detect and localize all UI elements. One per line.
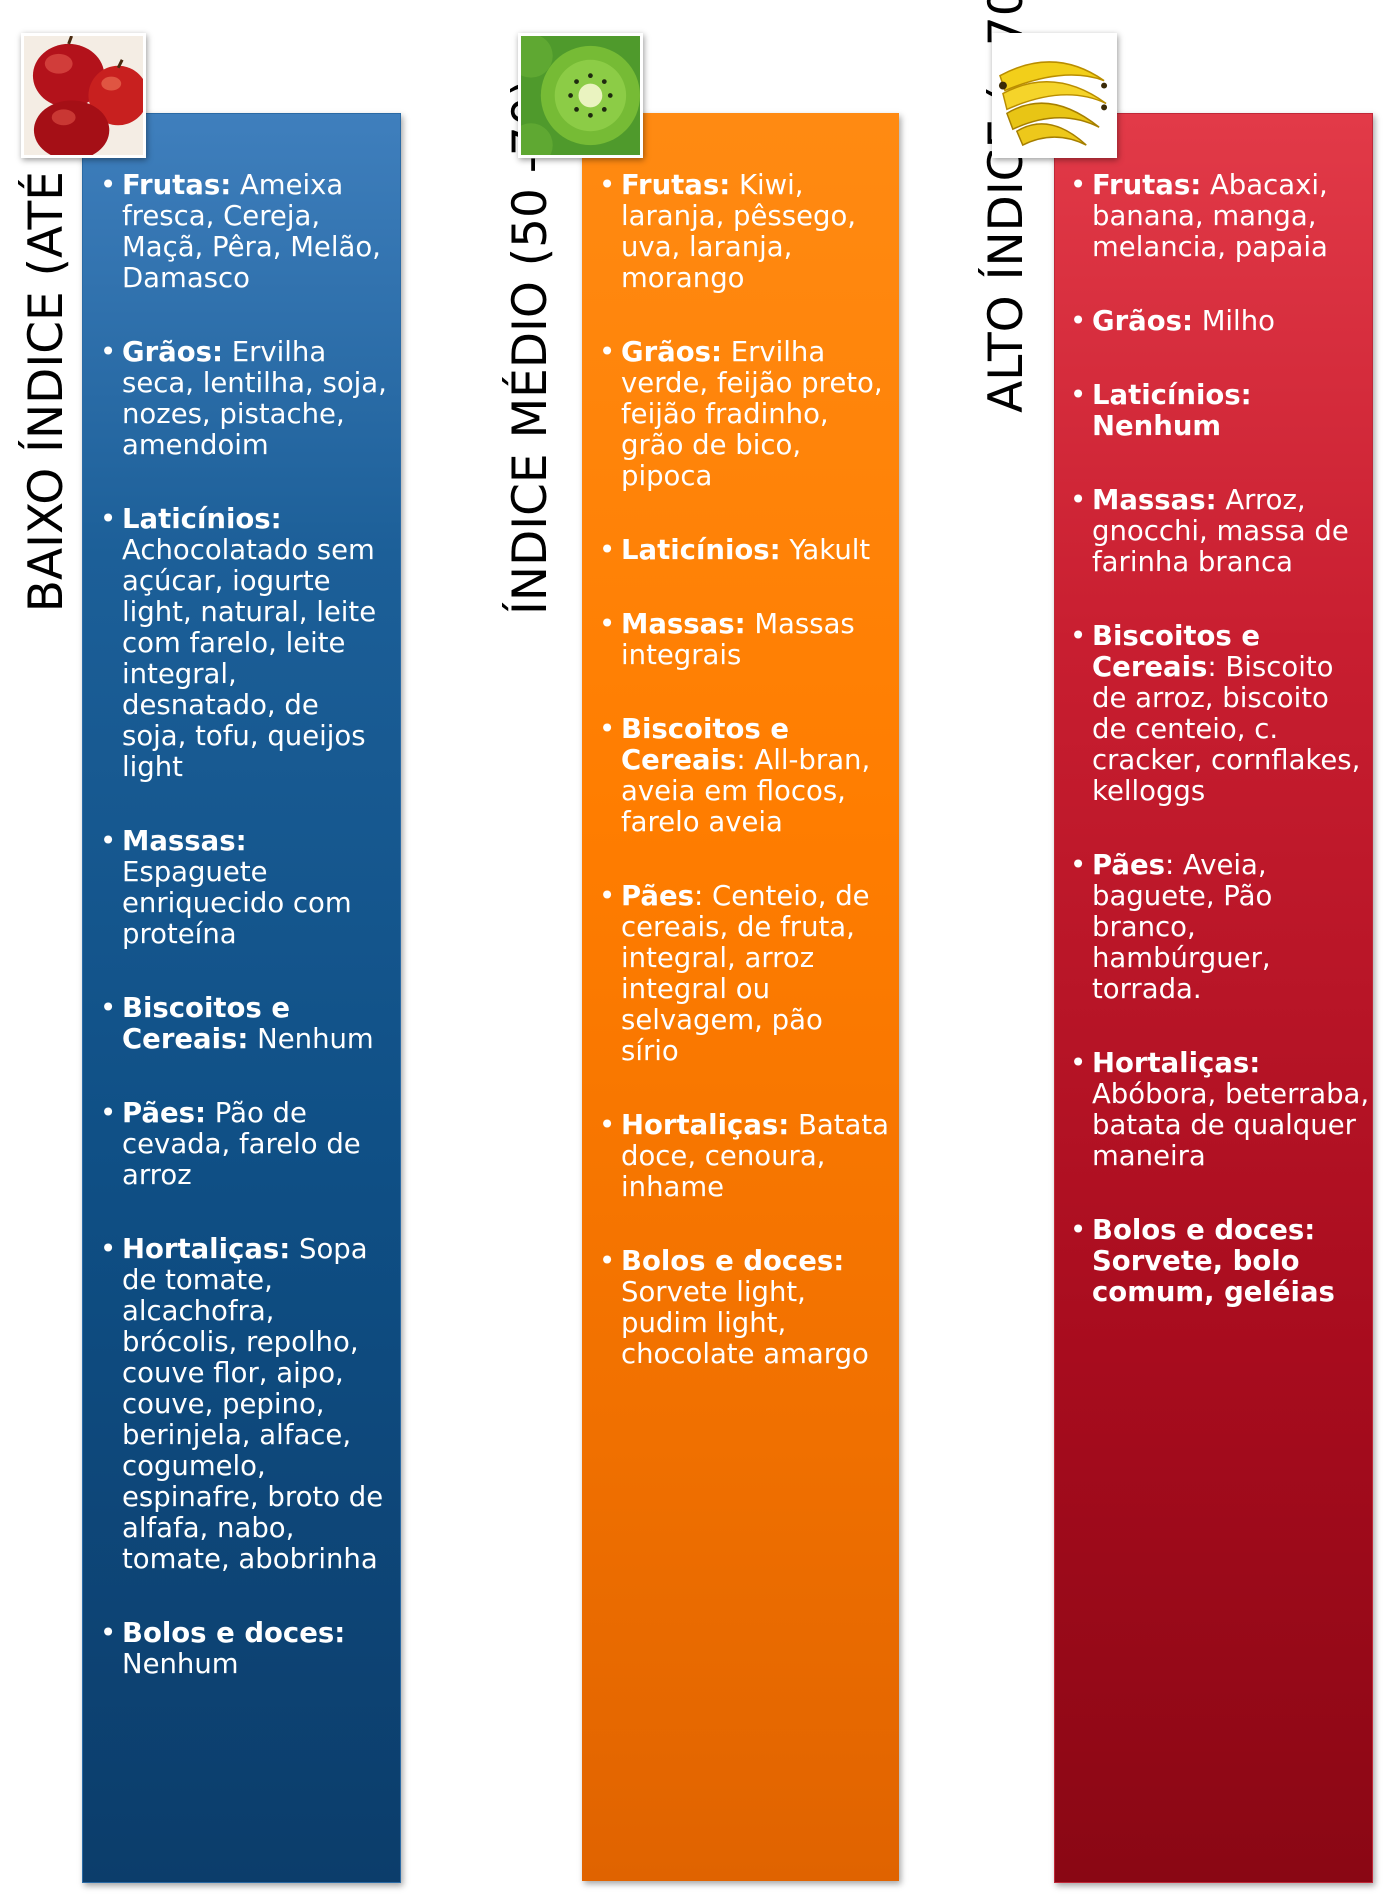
list-item: Pães: Aveia, baguete, Pão branco, hambúr… [1070,850,1370,1005]
list-item: Laticínios: Nenhum [1070,380,1370,442]
bananas-image [992,33,1117,158]
column-low-index: BAIXO ÍNDICE (ATÉ 50) Frutas: Ameixa fre… [0,0,420,1896]
apples-image [21,33,146,158]
list-item: Frutas: Ameixa fresca, Cereja, Maçã, Pêr… [100,170,390,294]
high-index-list: Frutas: Abacaxi, banana, manga, melancia… [1070,170,1370,1351]
low-index-list: Frutas: Ameixa fresca, Cereja, Maçã, Pêr… [100,170,390,1723]
list-item: Massas: Massas integrais [599,609,889,671]
list-item: Biscoitos e Cereais: Biscoito de arroz, … [1070,621,1370,807]
list-item: Frutas: Kiwi, laranja, pêssego, uva, lar… [599,170,889,294]
list-item: Biscoitos e Cereais: All-bran, aveia em … [599,714,889,838]
list-item: Grãos: Ervilha seca, lentilha, soja, noz… [100,337,390,461]
list-item: Frutas: Abacaxi, banana, manga, melancia… [1070,170,1370,263]
list-item: Hortaliças: Batata doce, cenoura, inhame [599,1110,889,1203]
list-item: Pães: Pão de cevada, farelo de arroz [100,1098,390,1191]
list-item: Grãos: Ervilha verde, feijão preto, feij… [599,337,889,492]
list-item: Massas: Espaguete enriquecido com proteí… [100,826,390,950]
list-item: Massas: Arroz, gnocchi, massa de farinha… [1070,485,1370,578]
list-item: Biscoitos e Cereais: Nenhum [100,993,390,1055]
column-medium-index: ÍNDICE MÉDIO (50 -70) Frutas: Kiwi, lara… [0,0,920,1896]
medium-index-list: Frutas: Kiwi, laranja, pêssego, uva, lar… [599,170,889,1413]
list-item: Pães: Centeio, de cereais, de fruta, int… [599,881,889,1067]
list-item: Grãos: Milho [1070,306,1370,338]
bananas-icon [995,36,1114,155]
list-item: Bolos e doces: Sorvete, bolo comum, gelé… [1070,1215,1370,1308]
apples-icon [24,36,143,155]
kiwi-image [518,33,643,158]
list-item: Bolos e doces: Nenhum [100,1618,390,1680]
kiwi-icon [521,36,640,155]
list-item: Laticínios: Yakult [599,535,889,567]
list-item: Bolos e doces: Sorvete light, pudim ligh… [599,1246,889,1370]
list-item: Hortaliças: Sopa de tomate, alcachofra, … [100,1234,390,1575]
list-item: Hortaliças: Abóbora, beterraba, batata d… [1070,1048,1370,1172]
list-item: Laticínios: Achocolatado sem açúcar, iog… [100,504,390,783]
